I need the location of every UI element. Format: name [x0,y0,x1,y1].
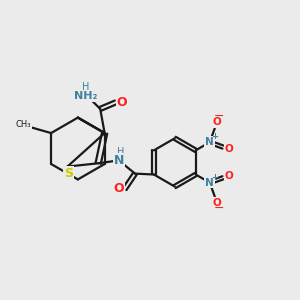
Text: +: + [212,173,218,182]
Text: N: N [205,137,214,147]
Text: +: + [212,133,218,142]
Text: S: S [64,167,74,180]
Text: CH₃: CH₃ [15,120,31,129]
Text: −: − [214,110,224,123]
Text: O: O [213,117,221,127]
Text: O: O [213,197,221,208]
Text: O: O [225,170,233,181]
Text: −: − [214,202,224,214]
Text: O: O [117,96,127,109]
Text: NH₂: NH₂ [74,91,97,101]
Text: H: H [82,82,89,92]
Text: H: H [117,147,124,157]
Text: N: N [114,154,124,167]
Text: N: N [205,178,214,188]
Text: O: O [113,182,124,195]
Text: O: O [225,144,233,154]
